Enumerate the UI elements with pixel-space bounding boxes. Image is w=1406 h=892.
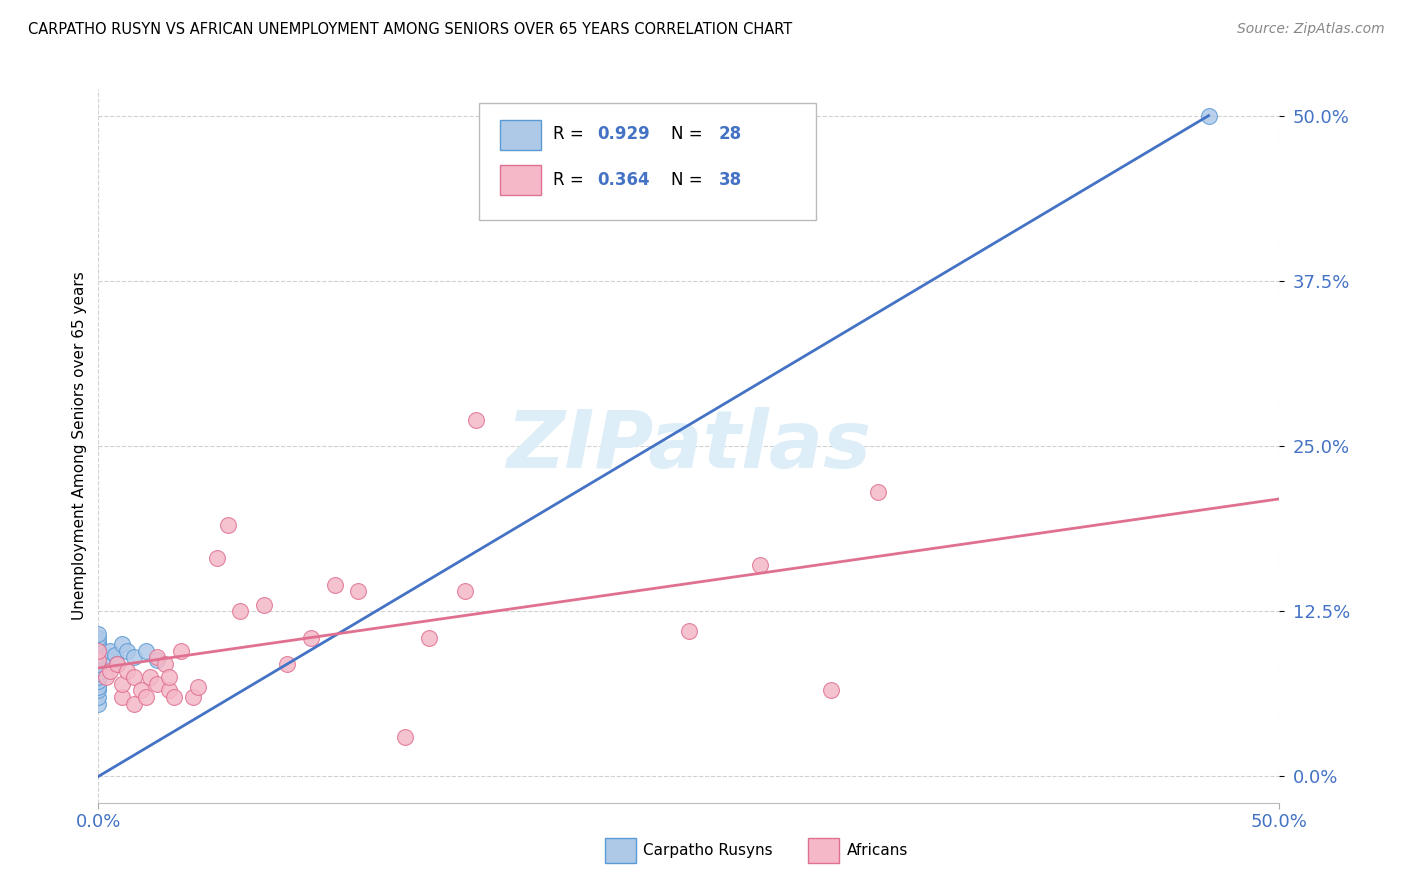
Point [111,637,134,651]
Point [129,683,152,698]
Point [253,598,276,612]
Point [87,634,110,648]
Point [678,624,700,638]
Point [394,730,416,744]
FancyBboxPatch shape [501,165,541,194]
Point [122,650,145,665]
Text: Africans: Africans [846,844,908,858]
Text: 0.929: 0.929 [596,125,650,143]
Point [98,650,121,665]
Point [115,664,138,678]
Point [146,650,169,665]
Point [229,604,252,618]
Text: ZIPatlas: ZIPatlas [506,407,872,485]
Text: N =: N = [671,171,709,189]
Point [347,584,370,599]
Text: N =: N = [671,125,709,143]
Point [135,690,157,704]
Text: Source: ZipAtlas.com: Source: ZipAtlas.com [1237,22,1385,37]
Point [111,677,134,691]
Point [87,637,110,651]
Point [87,683,110,698]
Text: 38: 38 [718,171,741,189]
Point [157,670,180,684]
Point [87,674,110,689]
Point [465,412,488,426]
Point [146,653,169,667]
Point [866,485,889,500]
Point [205,551,228,566]
FancyBboxPatch shape [478,103,817,219]
Point [820,683,842,698]
Text: R =: R = [553,171,589,189]
Point [98,644,121,658]
Text: 0.364: 0.364 [596,171,650,189]
Point [276,657,298,671]
Point [187,680,209,694]
Point [139,670,162,684]
Point [98,664,121,678]
Point [299,631,322,645]
Point [122,670,145,684]
Y-axis label: Unemployment Among Seniors over 65 years: Unemployment Among Seniors over 65 years [72,272,87,620]
Point [87,640,110,654]
Point [87,644,110,658]
Point [87,670,110,684]
Point [87,680,110,694]
Point [181,690,204,704]
Point [94,670,117,684]
Text: Carpatho Rusyns: Carpatho Rusyns [643,844,772,858]
Point [323,578,346,592]
Point [87,626,110,640]
Point [1198,109,1220,123]
Point [153,657,176,671]
Point [170,644,193,658]
Point [122,697,145,711]
Point [418,631,440,645]
Point [105,657,128,671]
Point [87,657,110,671]
Point [87,650,110,665]
Point [105,657,128,671]
Point [87,690,110,704]
Text: R =: R = [553,125,589,143]
Point [87,644,110,658]
Point [87,666,110,681]
FancyBboxPatch shape [501,120,541,150]
Point [146,677,169,691]
Point [135,644,157,658]
Text: 28: 28 [718,125,741,143]
Point [87,653,110,667]
Point [115,644,138,658]
Point [104,648,127,662]
Point [163,690,186,704]
Point [87,697,110,711]
Point [217,518,239,533]
Point [111,690,134,704]
Point [87,661,110,675]
Point [87,648,110,662]
Point [748,558,770,572]
Point [87,653,110,667]
Point [157,683,180,698]
Text: CARPATHO RUSYN VS AFRICAN UNEMPLOYMENT AMONG SENIORS OVER 65 YEARS CORRELATION C: CARPATHO RUSYN VS AFRICAN UNEMPLOYMENT A… [28,22,793,37]
Point [453,584,475,599]
Point [87,631,110,645]
